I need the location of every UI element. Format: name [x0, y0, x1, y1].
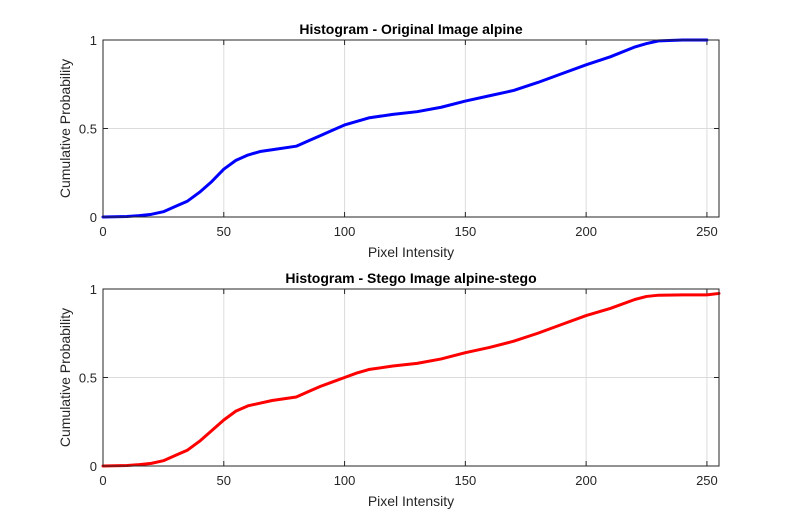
- chart-title: Histogram - Original Image alpine: [299, 21, 522, 37]
- series-line: [101, 38, 709, 219]
- x-tick-label: 0: [99, 473, 106, 488]
- x-tick-label: 150: [455, 473, 477, 488]
- y-tick-label: 0.5: [79, 371, 97, 386]
- axes-frame: [102, 39, 720, 218]
- x-tick-label: 50: [217, 224, 231, 239]
- chart-title: Histogram - Stego Image alpine-stego: [285, 270, 536, 286]
- chart-stego: 0 50 100 150 200 250 0 0.5 1 Histogram - Stego Im…: [57, 270, 721, 509]
- x-tick-label: 100: [334, 224, 356, 239]
- x-tick-label: 50: [217, 473, 231, 488]
- y-tick-label: 1: [90, 282, 97, 297]
- x-tick-label: 100: [334, 473, 356, 488]
- x-tick-label: 150: [455, 224, 477, 239]
- x-tick-label: 250: [696, 224, 718, 239]
- x-tick-label: 250: [696, 473, 718, 488]
- axes-frame: [102, 288, 720, 467]
- chart-original: 0 50 100 150 200 250 0 0.5 1 Histogram - Original…: [57, 21, 720, 260]
- series-line: [101, 291, 721, 468]
- x-axis-label: Pixel Intensity: [368, 493, 454, 509]
- y-tick-label: 1: [90, 33, 97, 48]
- y-tick-label: 0: [90, 210, 97, 225]
- y-tick-label: 0.5: [79, 122, 97, 137]
- y-tick-label: 0: [90, 459, 97, 474]
- y-axis-label: Cumulative Probability: [57, 59, 73, 198]
- x-axis-label: Pixel Intensity: [368, 244, 454, 260]
- x-tick-label: 200: [575, 473, 597, 488]
- x-tick-label: 0: [99, 224, 106, 239]
- y-axis-label: Cumulative Probability: [57, 308, 73, 447]
- x-tick-label: 200: [575, 224, 597, 239]
